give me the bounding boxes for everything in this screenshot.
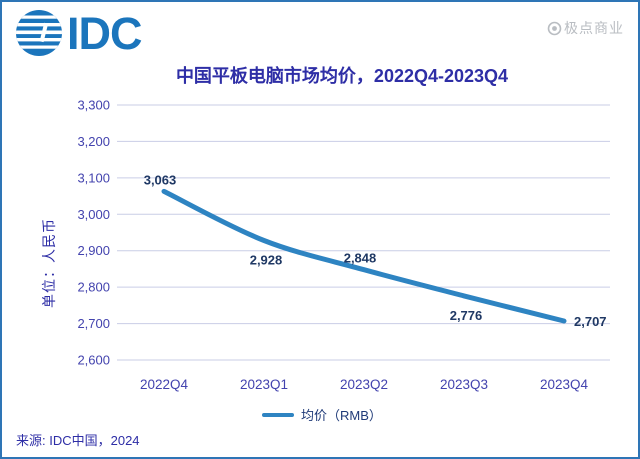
series-line — [161, 188, 567, 324]
chart-legend: 均价（RMB） — [2, 405, 638, 424]
x-tick-label: 2023Q3 — [440, 377, 488, 392]
idc-globe-icon — [16, 10, 62, 56]
y-tick-label: 3,000 — [77, 207, 110, 222]
legend-line-swatch — [262, 412, 295, 417]
chart-title: 中国平板电脑市场均价，2022Q4-2023Q4 — [175, 66, 509, 86]
watermark: 极点商业 — [547, 18, 624, 38]
circle-dot-icon — [547, 21, 562, 35]
y-tick-label: 2,900 — [77, 243, 110, 258]
watermark-text: 极点商业 — [564, 20, 624, 36]
idc-logo: IDC — [15, 9, 142, 57]
data-point-label: 2,776 — [450, 308, 483, 323]
legend-label: 均价（RMB） — [301, 408, 382, 423]
data-point-label: 2,707 — [574, 314, 607, 329]
y-tick-label: 2,600 — [77, 353, 110, 368]
y-tick-label: 2,700 — [77, 316, 110, 331]
data-point-label: 2,848 — [344, 251, 377, 266]
y-tick-label: 3,300 — [77, 98, 110, 113]
x-tick-label: 2022Q4 — [140, 377, 189, 392]
y-tick-label: 2,800 — [77, 280, 110, 295]
idc-logo-text: IDC — [67, 7, 142, 59]
x-tick-label: 2023Q2 — [340, 377, 388, 392]
source-note: 来源: IDC中国，2024 — [16, 433, 140, 448]
data-point-label: 2,928 — [250, 253, 283, 268]
data-point-label: 3,063 — [144, 172, 177, 187]
y-tick-label: 3,100 — [77, 170, 110, 185]
y-tick-label: 3,200 — [77, 134, 110, 149]
x-tick-label: 2023Q1 — [240, 377, 288, 392]
x-tick-label: 2023Q4 — [540, 377, 589, 392]
